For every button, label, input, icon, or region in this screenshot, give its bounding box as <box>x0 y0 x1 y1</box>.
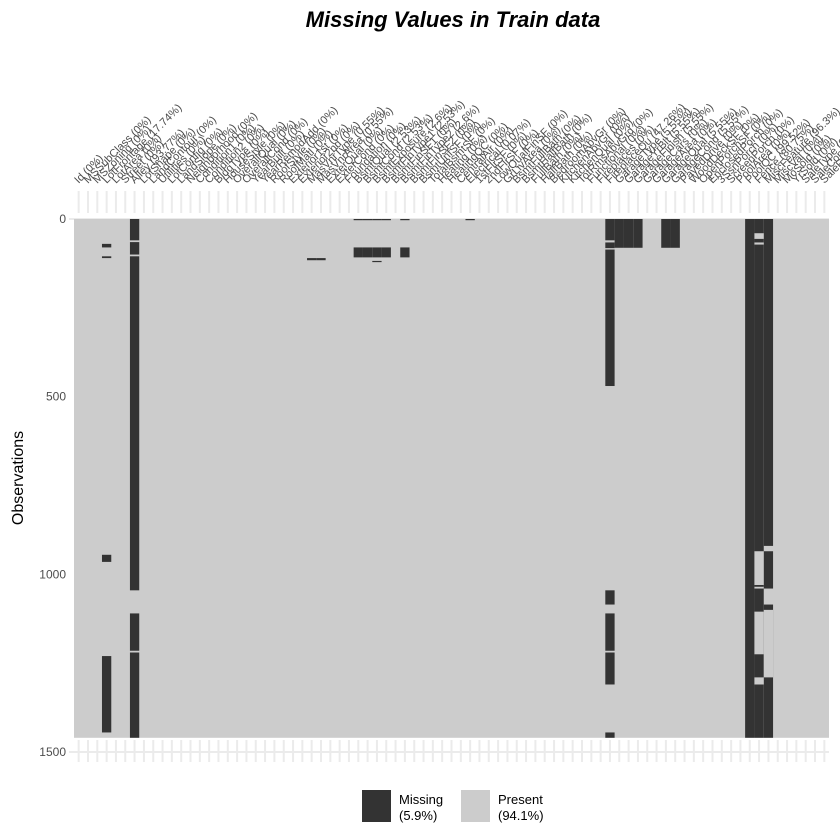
missing-run <box>745 219 755 738</box>
missing-run <box>353 247 363 258</box>
missing-run <box>362 247 373 258</box>
missing-run <box>362 219 373 221</box>
missing-run <box>353 219 363 221</box>
legend-label-present: Present <box>498 792 543 807</box>
present-region <box>74 219 829 738</box>
missing-run <box>605 242 615 249</box>
missing-run <box>129 219 140 241</box>
legend-swatch-present <box>461 790 490 822</box>
missing-run <box>129 256 140 591</box>
missing-run <box>129 652 140 738</box>
missing-cells <box>101 219 774 738</box>
missing-run <box>400 247 410 258</box>
present-area <box>74 219 829 738</box>
missing-run <box>754 588 764 738</box>
missing-run <box>661 219 671 248</box>
present-run <box>754 233 764 239</box>
missing-run <box>372 247 382 258</box>
missing-run <box>633 219 643 248</box>
missing-run <box>129 613 140 651</box>
present-run <box>754 242 764 245</box>
missing-run <box>623 219 634 248</box>
x-axis-labels: Id (0%)MSSubClass (0%)MSZoning (0%)LotFr… <box>72 99 840 187</box>
missing-run <box>129 242 140 255</box>
chart-title: Missing Values in Train data <box>306 7 601 32</box>
missing-run <box>605 249 615 387</box>
missing-run <box>605 652 615 685</box>
missing-run <box>101 554 112 562</box>
y-tick-label: 1000 <box>39 567 66 581</box>
legend-swatch-missing <box>362 790 391 822</box>
missing-run <box>381 247 391 258</box>
missing-run <box>101 243 112 248</box>
y-axis-title: Observations <box>10 431 27 525</box>
present-run <box>754 677 764 685</box>
missing-run <box>754 219 764 587</box>
legend-label-missing: Missing <box>399 792 443 807</box>
missing-run <box>605 590 615 605</box>
missing-run <box>381 219 391 221</box>
legend-pct-missing: (5.9%) <box>399 808 437 823</box>
y-tick-label: 1500 <box>39 745 66 759</box>
present-run <box>763 609 774 678</box>
missing-run <box>605 613 615 651</box>
missing-run <box>101 256 112 259</box>
y-axis: 0 500 1000 1500 <box>39 212 66 759</box>
present-run <box>754 611 764 655</box>
legend: Missing (5.9%) Present (94.1%) <box>362 790 544 823</box>
missing-run <box>763 551 774 589</box>
y-tick-label: 500 <box>46 390 66 404</box>
missing-run <box>101 656 112 733</box>
missing-run <box>670 219 680 248</box>
legend-pct-present: (94.1%) <box>498 808 544 823</box>
missing-run <box>400 219 410 221</box>
missing-run <box>465 219 475 221</box>
missing-run <box>372 219 382 221</box>
missing-run <box>605 732 615 738</box>
missing-run <box>372 260 382 263</box>
missing-run <box>763 219 774 546</box>
missing-run <box>307 258 317 261</box>
present-run <box>754 551 764 585</box>
y-tick-label: 0 <box>59 212 66 226</box>
missing-run <box>614 219 624 248</box>
missing-run <box>605 219 615 241</box>
missing-run <box>316 258 326 261</box>
